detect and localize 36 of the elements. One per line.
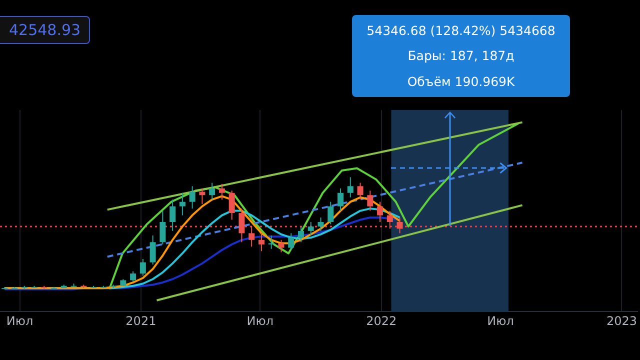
x-tick-label: 2022 [366,314,397,328]
candlestick [328,201,334,225]
candlestick [338,188,344,212]
candlestick [179,192,186,216]
candlestick [367,190,374,212]
candlestick [288,232,294,250]
candlestick [150,234,156,266]
candlestick [160,210,166,245]
candlestick [140,258,146,276]
candlestick [386,210,393,230]
candlestick [170,199,176,232]
candlestick [218,183,225,200]
candlestick [130,270,136,282]
candlestick [228,190,235,220]
text: Объём 190.969K [406,74,516,89]
x-tick-label: Июл [246,314,274,328]
x-tick-label: Июл [487,314,514,328]
candlestick [347,176,354,198]
text: 54346.68 (128.42%) 5434668 [366,23,556,38]
candlestick [238,208,245,243]
candlestick [189,186,196,210]
candlestick [377,201,384,222]
text: 42548.93 [0,16,90,44]
candlestick [248,226,255,248]
candlestick [298,226,304,243]
candlestick [278,239,284,253]
candlestick [357,182,364,200]
candlestick [396,217,403,234]
candlestick [258,232,264,252]
x-tick-label: Июл [6,314,34,328]
x-tick-label: 2021 [126,314,156,328]
x-tick-label: 2023 [606,314,638,328]
candlestick [308,222,314,236]
candlestick [318,217,324,232]
text: Бары: 187, 187д [406,48,516,64]
candlestick [209,182,216,200]
